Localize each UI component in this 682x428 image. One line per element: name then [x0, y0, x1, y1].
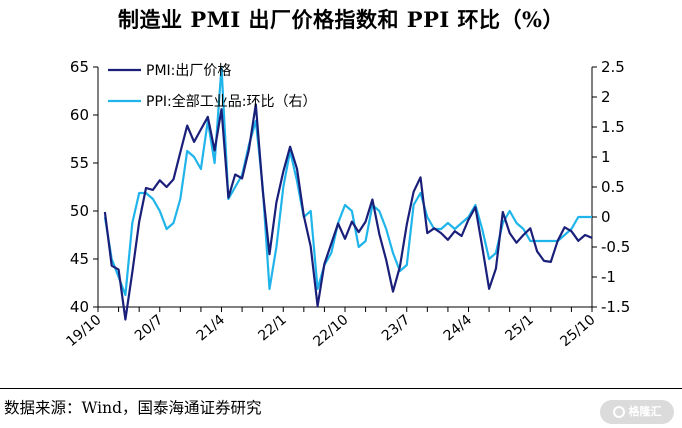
legend-label-ppi: PPI:全部工业品:环比（右）: [146, 93, 316, 110]
left-axis-tick-label: 50: [70, 202, 89, 220]
left-axis-tick-label: 65: [70, 58, 89, 76]
x-axis-tick-label: 21/4: [194, 312, 228, 345]
chart-title: 制造业 PMI 出厂价格指数和 PPI 环比（%）: [118, 7, 564, 32]
footer-divider: [0, 388, 682, 389]
right-axis-tick-label: -0.5: [601, 238, 630, 256]
watermark-icon: [612, 406, 625, 418]
series-line-ppi: [103, 65, 592, 297]
right-axis-tick-label: 2.5: [601, 58, 625, 76]
source-note: 数据来源：Wind，国泰海通证券研究: [4, 399, 262, 417]
right-axis-tick-label: 1.5: [601, 118, 625, 136]
x-axis-tick-label: 22/1: [255, 312, 289, 344]
x-axis-tick-label: 23/7: [379, 312, 413, 344]
right-axis-tick-label: 0: [601, 208, 611, 226]
line-chart: 40 45 50 55 60 65 -1.5 -1 -0.5 0 0.5 1 1.5 2 2.5 19/10 2…: [63, 58, 630, 350]
watermark-text: 格隆汇: [628, 405, 662, 418]
watermark-badge: 格隆汇: [600, 400, 674, 424]
right-axis-tick-label: 1: [601, 148, 611, 166]
right-axis-tick-label: -1: [601, 268, 616, 286]
x-axis-tick-label: 25/10: [557, 312, 598, 350]
series-line-pmi: [103, 103, 593, 321]
legend-label-pmi: PMI:出厂价格: [146, 63, 231, 79]
left-axis-tick-label: 55: [70, 154, 89, 172]
left-axis-tick-label: 60: [70, 106, 89, 124]
x-axis-tick-label: 19/10: [63, 312, 104, 350]
left-axis-tick-label: 45: [70, 250, 89, 268]
x-axis-tick-label: 24/4: [441, 312, 475, 345]
right-axis-tick-label: -1.5: [601, 298, 630, 316]
x-axis-tick-label: 22/10: [310, 312, 351, 350]
x-axis-tick-label: 25/1: [502, 312, 536, 344]
right-axis-tick-label: 0.5: [601, 178, 625, 196]
left-axis-tick-label: 40: [70, 298, 89, 316]
x-axis-tick-label: 20/7: [132, 312, 166, 344]
right-axis-tick-label: 2: [601, 88, 611, 106]
